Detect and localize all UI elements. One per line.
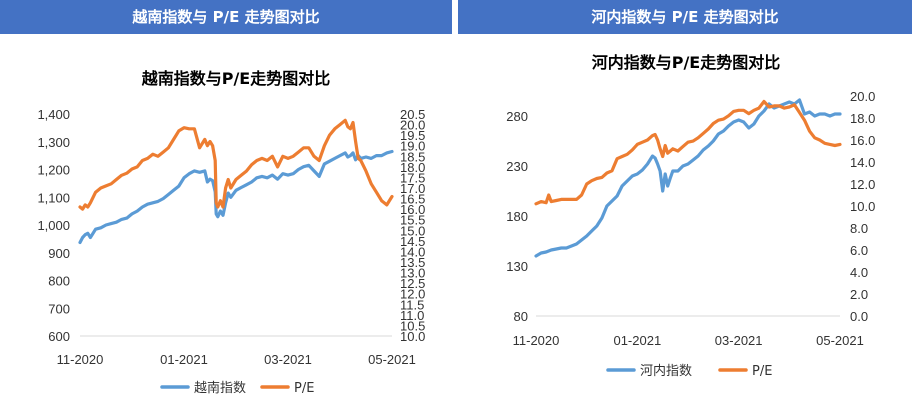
vn-chart-title: 越南指数与P/E走势图对比	[141, 69, 331, 88]
hnx-chart-title: 河内指数与P/E走势图对比	[592, 53, 781, 72]
right-panel: 河内指数与 P/E 走势图对比 河内指数与P/E走势图对比 80 130 180 230…	[458, 0, 912, 405]
hnx-index-chart: 河内指数与P/E走势图对比 80 130 180 230 280 0.0 2.0 4.0 6.0 8…	[506, 53, 875, 379]
vn-right-tick-label: 15.0	[400, 223, 425, 238]
vn-right-tick-label: 14.0	[400, 244, 425, 259]
hnx-right-tick-label: 8.0	[850, 221, 868, 236]
vn-right-tick-label: 20.5	[400, 107, 425, 122]
hnx-left-tick-label: 280	[506, 109, 528, 124]
vn-right-tick-label: 18.0	[400, 160, 425, 175]
vn-series-line-pe	[78, 118, 394, 211]
hnx-left-tick-label: 230	[506, 159, 528, 174]
hnx-left-tick-label: 80	[514, 309, 528, 324]
vn-right-tick-label: 10.5	[400, 318, 425, 333]
hnx-right-tick-label: 20.0	[850, 89, 875, 104]
vn-right-tick-label: 16.5	[400, 192, 425, 207]
vn-right-tick-label: 11.5	[400, 297, 424, 312]
vn-right-tick-label: 13.5	[400, 255, 425, 270]
vn-right-tick-label: 12.0	[400, 287, 425, 302]
hnx-right-tick-label: 6.0	[850, 243, 868, 258]
vn-right-tick-label: 14.5	[400, 234, 425, 249]
hnx-legend-label-1: P/E	[752, 364, 772, 379]
vn-left-tick-label: 600	[48, 329, 70, 344]
hnx-right-tick-label: 16.0	[850, 133, 875, 148]
left-header: 越南指数与 P/E 走势图对比	[0, 0, 452, 34]
vn-right-tick-label: 16.0	[400, 202, 425, 217]
hnx-right-tick-label: 12.0	[850, 177, 875, 192]
hnx-x-tick-label: 03-2021	[715, 333, 763, 348]
vn-left-tick-label: 1,000	[37, 218, 70, 233]
vn-x-tick-label: 03-2021	[264, 352, 312, 367]
hnx-right-tick-label: 14.0	[850, 155, 875, 170]
left-panel: 越南指数与 P/E 走势图对比 越南指数与P/E走势图对比 600 700 800 90…	[0, 0, 452, 405]
vn-right-tick-label: 13.0	[400, 266, 425, 281]
vn-right-tick-label: 17.5	[400, 170, 425, 185]
hnx-series-line-pe	[534, 99, 842, 206]
vn-right-tick-label: 17.0	[400, 181, 425, 196]
vn-right-tick-label: 11.0	[400, 308, 424, 323]
vn-left-tick-label: 1,100	[37, 190, 70, 205]
right-header: 河内指数与 P/E 走势图对比	[458, 0, 912, 34]
vn-right-tick-label: 19.0	[400, 139, 425, 154]
vn-right-tick-label: 20.0	[400, 118, 425, 133]
vn-left-tick-label: 900	[48, 246, 70, 261]
vn-legend-label-1: P/E	[294, 381, 314, 396]
hnx-right-tick-label: 0.0	[850, 309, 868, 324]
vn-left-tick-label: 1,300	[37, 135, 70, 150]
hnx-x-tick-label: 11-2020	[513, 333, 560, 348]
vn-left-tick-label: 1,400	[37, 107, 70, 122]
vn-x-tick-label: 01-2021	[160, 352, 208, 367]
vn-legend-label-0: 越南指数	[194, 380, 246, 396]
hnx-legend-label-0: 河内指数	[640, 363, 692, 379]
vn-x-tick-label: 11-2020	[57, 352, 104, 367]
vn-right-tick-label: 15.5	[400, 213, 425, 228]
vn-right-tick-label: 19.5	[400, 128, 425, 143]
vn-right-tick-label: 10.0	[400, 329, 425, 344]
hnx-x-tick-label: 05-2021	[816, 333, 864, 348]
hnx-x-tick-label: 01-2021	[613, 333, 661, 348]
hnx-right-tick-label: 18.0	[850, 111, 875, 126]
vn-x-tick-label: 05-2021	[368, 352, 416, 367]
hnx-series-line-index	[534, 98, 842, 258]
vn-index-chart: 越南指数与P/E走势图对比 600 700 800 900 1,000 1,100 1,200…	[37, 69, 425, 396]
vn-series-line-index	[78, 149, 394, 245]
hnx-right-tick-label: 2.0	[850, 287, 868, 302]
vn-left-tick-label: 1,200	[37, 163, 70, 178]
hnx-right-tick-label: 4.0	[850, 265, 868, 280]
vn-right-tick-label: 18.5	[400, 149, 425, 164]
vn-left-tick-label: 700	[48, 301, 70, 316]
hnx-left-tick-label: 180	[506, 209, 528, 224]
vn-right-tick-label: 12.5	[400, 276, 425, 291]
hnx-right-tick-label: 10.0	[850, 199, 875, 214]
vn-left-tick-label: 800	[48, 274, 70, 289]
hnx-left-tick-label: 130	[506, 259, 528, 274]
